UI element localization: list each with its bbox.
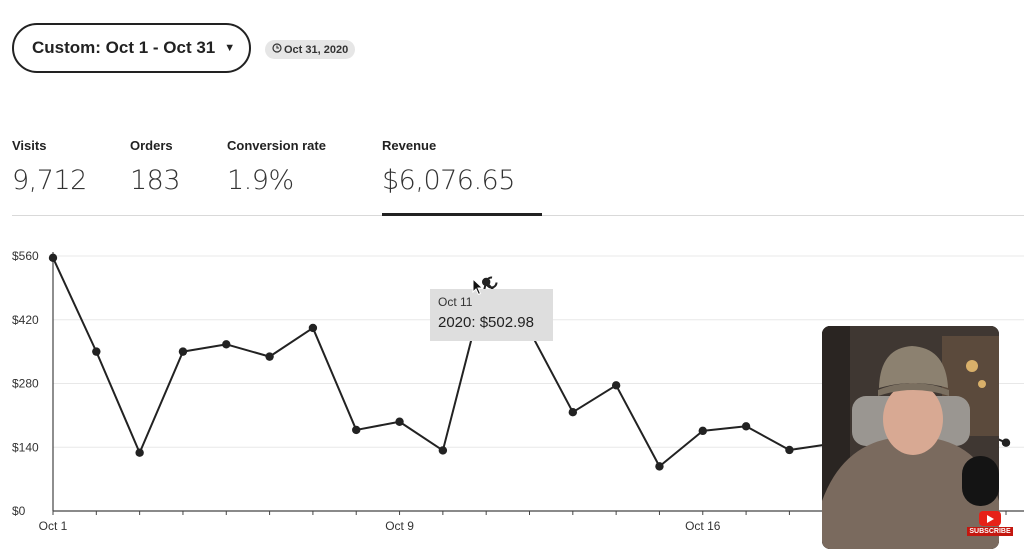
stat-label: Orders [130,138,173,153]
stat-value: $6,076.65 [382,165,515,196]
mouse-cursor-icon [472,278,484,296]
y-tick-label: $0 [12,504,26,518]
tooltip-date: Oct 11 [438,295,473,309]
data-point[interactable] [222,340,231,349]
stat-label: Conversion rate [227,138,326,153]
data-point[interactable] [135,448,144,457]
as-of-date-label: Oct 31, 2020 [284,43,349,56]
y-tick-label: $420 [12,313,39,327]
stat-value: 9,712 [12,165,87,196]
stat-value: 1.9% [227,165,294,196]
data-point[interactable] [178,347,188,356]
date-range-label: Custom: Oct 1 - Oct 31 [32,38,216,57]
stat-visits[interactable]: Visits 9,712 [12,138,87,196]
stat-conversion-rate[interactable]: Conversion rate 1.9% [227,138,326,196]
y-tick-label: $280 [12,377,39,391]
y-tick-label: $560 [12,249,39,263]
data-point[interactable] [741,422,751,431]
data-point[interactable] [48,253,58,263]
data-point[interactable] [352,425,361,435]
date-range-dropdown[interactable]: Custom: Oct 1 - Oct 31 ▼ [12,23,251,73]
data-point[interactable] [395,417,404,426]
data-point[interactable] [611,381,621,390]
presenter-video [822,326,999,549]
data-point[interactable] [92,347,101,356]
stat-label: Visits [12,138,47,153]
stat-label: Revenue [382,138,437,153]
data-point[interactable] [308,323,318,333]
chart-tooltip: Oct 11 2020: $502.98 [430,289,553,341]
data-point[interactable] [655,462,664,471]
selected-stat-underline [382,213,542,216]
x-tick-label: Oct 16 [685,519,721,533]
webcam-overlay [822,326,999,549]
subscribe-badge[interactable]: SUBSCRIBE [967,511,1013,538]
subscribe-label: SUBSCRIBE [967,527,1013,536]
stat-value: 183 [130,165,181,196]
clock-icon [272,43,282,56]
y-tick-label: $140 [12,440,39,454]
x-tick-label: Oct 9 [385,519,414,533]
youtube-play-icon [979,511,1001,526]
tooltip-value: 2020: $502.98 [438,314,534,331]
data-point[interactable] [785,445,794,455]
data-point[interactable] [1001,438,1011,447]
as-of-date-chip: Oct 31, 2020 [265,40,356,59]
data-point[interactable] [698,426,707,436]
data-point[interactable] [568,407,578,417]
loading-spinner-icon [485,276,498,289]
stat-orders[interactable]: Orders 183 [130,138,181,196]
stat-revenue[interactable]: Revenue $6,076.65 [382,138,515,196]
data-point[interactable] [265,352,274,361]
chevron-down-icon: ▼ [224,42,236,54]
data-point[interactable] [438,446,448,455]
x-tick-label: Oct 1 [39,519,68,533]
